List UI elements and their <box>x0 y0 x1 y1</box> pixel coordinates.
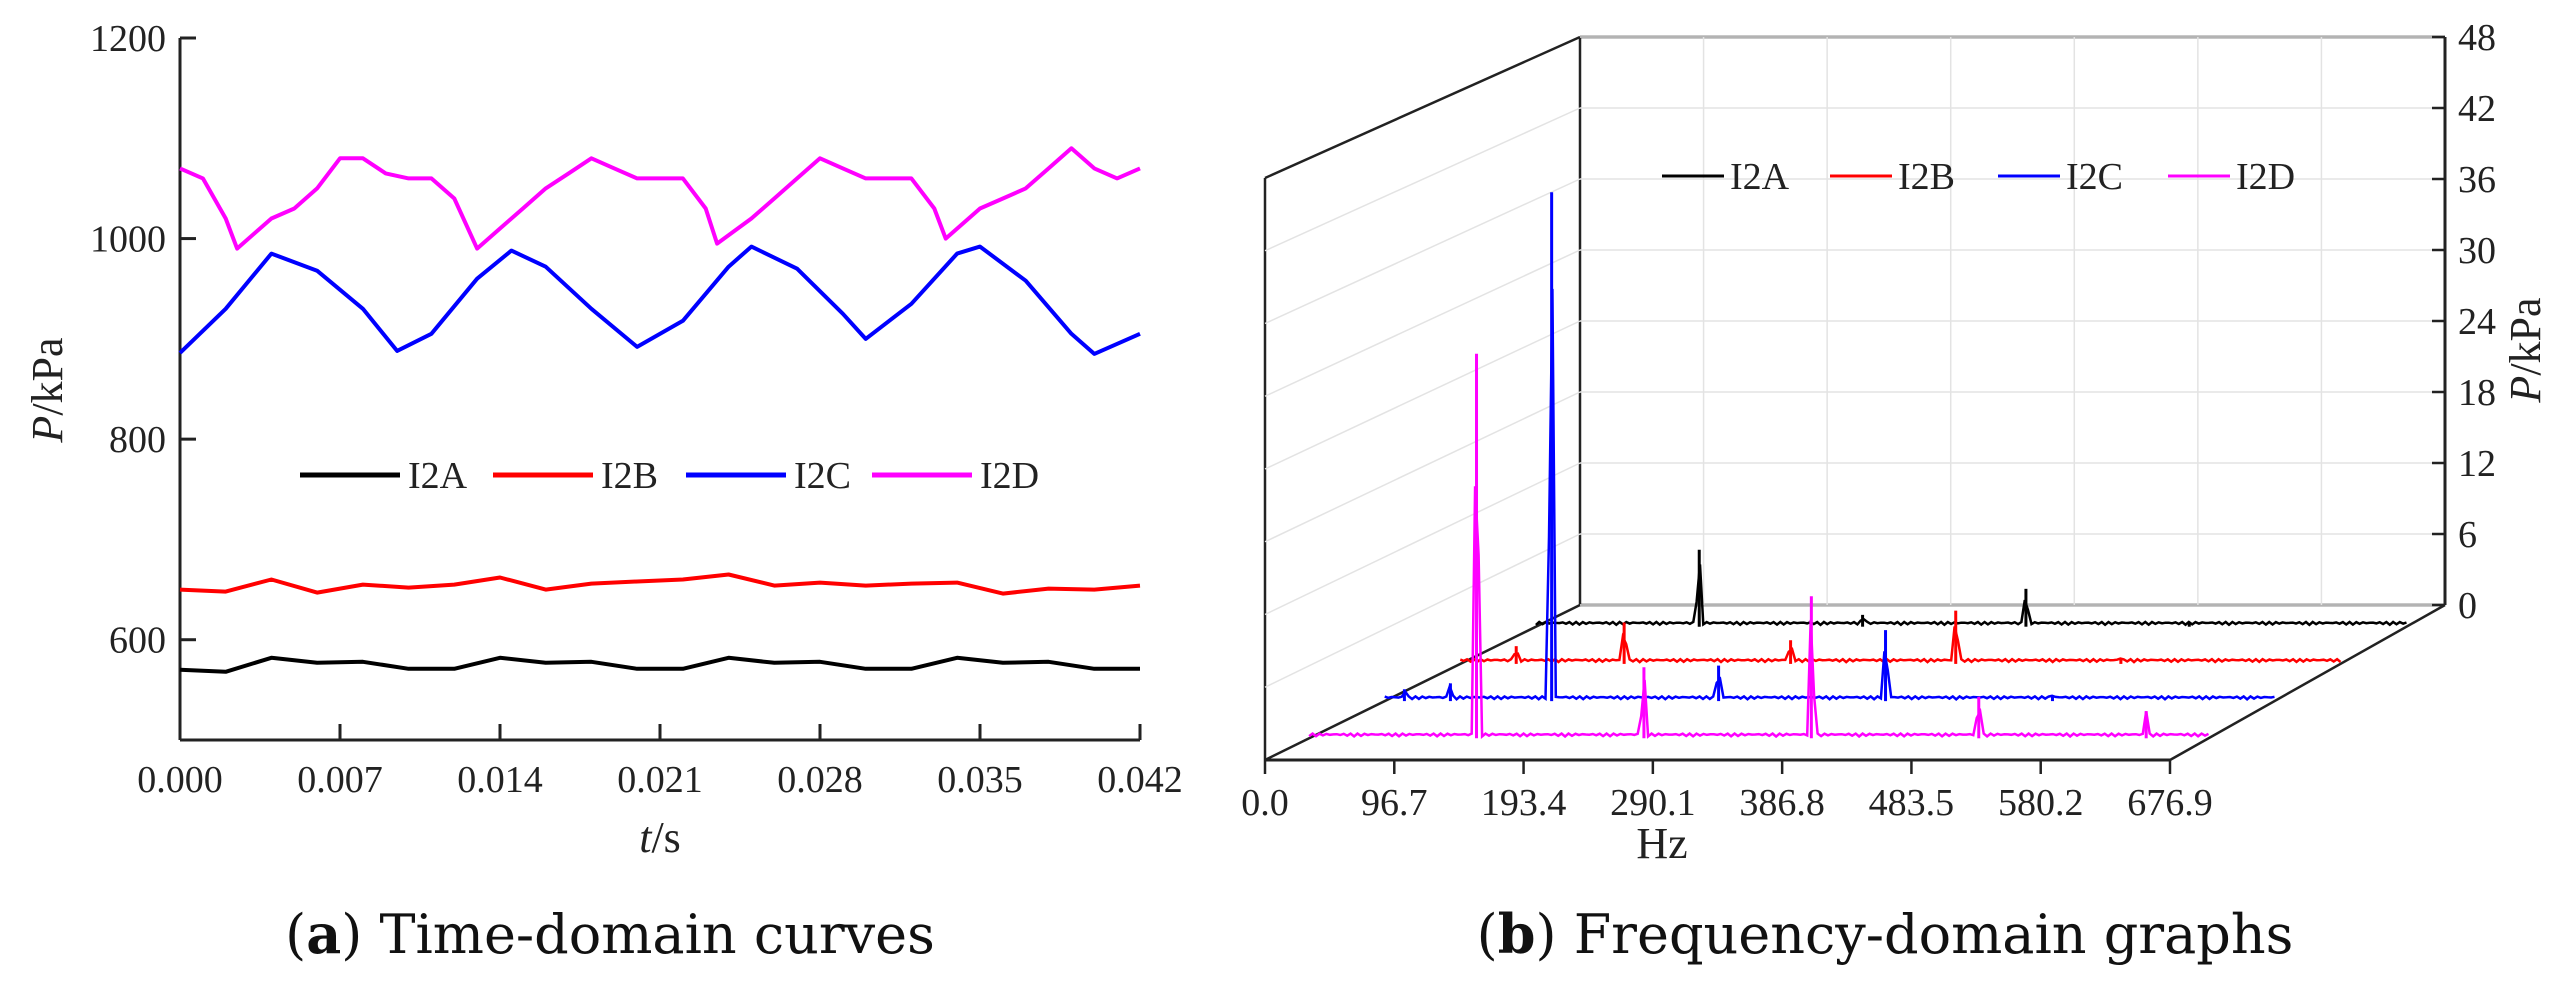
grid-line-wall <box>1264 249 1581 397</box>
legend-label-i2b: I2B <box>601 455 658 497</box>
x-tick-label: 0.028 <box>777 759 863 801</box>
spectrum-i2b <box>1459 626 2342 664</box>
x-axis-label-symbol: t <box>639 813 653 862</box>
x-tick-label: 0.0 <box>1241 782 1289 824</box>
grid-line-wall <box>1264 462 1581 616</box>
grid-line-wall <box>1264 107 1581 252</box>
series-i2c <box>178 244 1141 356</box>
series-i2b <box>179 572 1141 596</box>
legend-label-i2c: I2C <box>794 455 851 497</box>
spectrum-i2a <box>1535 564 2407 627</box>
z-tick-label: 18 <box>2458 372 2496 414</box>
x-tick-label: 0.035 <box>937 759 1023 801</box>
floor-left-edge <box>1264 603 1581 762</box>
z-tick-label: 6 <box>2458 514 2477 556</box>
caption-a: (a) Time-domain curves <box>285 902 935 966</box>
x-tick-label: 0.014 <box>457 759 543 801</box>
spectrum-lines <box>1308 192 2407 740</box>
z-ticks: 0 6 12 18 24 30 36 42 48 <box>2432 17 2496 627</box>
x-tick-label: 0.021 <box>617 759 703 801</box>
z-tick-label: 30 <box>2458 230 2496 272</box>
grid-line-wall <box>1264 391 1581 543</box>
x-ticks: 0.0 96.7 193.4 290.1 386.8 483.5 580.2 676.9 <box>1241 760 2213 824</box>
x-tick-label: 676.9 <box>2127 782 2213 824</box>
z-axis-label-unit: /kPa <box>2501 297 2550 375</box>
y-tick-label: 1200 <box>90 18 166 60</box>
spectrum-i2d <box>1308 486 2210 740</box>
floor-right-edge <box>2169 603 2446 762</box>
y-axis-label: P/kPa <box>23 337 72 443</box>
y-axis-label-symbol: P <box>23 416 72 444</box>
z-tick-label: 0 <box>2458 585 2477 627</box>
frequency-domain-chart: 0 6 12 18 24 30 36 42 48 0.0 96.7 193.4 290.1 386.8 4… <box>1241 17 2550 868</box>
z-tick-label: 48 <box>2458 17 2496 59</box>
caption-a-text: Time-domain curves <box>362 903 935 966</box>
legend: I2A I2B I2C I2D <box>1662 156 2295 198</box>
legend-label-i2a: I2A <box>408 455 468 497</box>
back-wall-grid <box>1264 36 2445 688</box>
x-axis-label-unit: /s <box>651 813 680 862</box>
z-tick-label: 42 <box>2458 88 2496 130</box>
x-tick-label: 0.000 <box>137 759 223 801</box>
y-tick-label: 800 <box>109 419 166 461</box>
legend: I2A I2B I2C I2D <box>300 455 1039 497</box>
x-tick-label: 96.7 <box>1361 782 1428 824</box>
3d-frame <box>1263 35 2447 762</box>
x-tick-label: 483.5 <box>1869 782 1955 824</box>
series-lines <box>178 146 1141 674</box>
x-tick-label: 386.8 <box>1739 782 1825 824</box>
spectrum-i2c <box>1384 288 2275 702</box>
y-ticks: 600 800 1000 1200 <box>90 18 196 662</box>
legend-label-i2c: I2C <box>2066 156 2123 198</box>
caption-a-letter: a <box>306 902 341 966</box>
legend-label-i2d: I2D <box>980 455 1039 497</box>
series-i2d <box>179 146 1141 251</box>
legend-label-i2d: I2D <box>2236 156 2295 198</box>
top-left-edge <box>1264 35 1581 180</box>
z-axis-label-symbol: P <box>2501 376 2550 404</box>
z-tick-label: 12 <box>2458 443 2496 485</box>
z-tick-label: 24 <box>2458 301 2496 343</box>
z-tick-label: 36 <box>2458 159 2496 201</box>
grid-line-wall <box>1264 533 1581 688</box>
x-ticks: 0.000 0.007 0.014 0.021 0.028 0.035 0.042 <box>137 724 1183 801</box>
x-axis-label: t/s <box>639 813 681 862</box>
caption-b: (b) Frequency-domain graphs <box>1477 902 2294 966</box>
grid-line-wall <box>1264 178 1581 325</box>
grid-line-wall <box>1264 320 1581 470</box>
caption-b-letter: b <box>1498 902 1536 966</box>
x-tick-label: 193.4 <box>1481 782 1567 824</box>
x-tick-label: 0.042 <box>1097 759 1183 801</box>
y-tick-label: 600 <box>109 620 166 662</box>
x-tick-label: 580.2 <box>1998 782 2084 824</box>
x-axis-label: Hz <box>1636 819 1687 868</box>
time-domain-chart: 600 800 1000 1200 0.000 0.007 0.014 0.021 0.028… <box>23 18 1183 862</box>
z-axis-label: P/kPa <box>2501 297 2550 403</box>
series-i2a <box>179 655 1140 674</box>
x-tick-label: 0.007 <box>297 759 383 801</box>
y-axis-label-unit: /kPa <box>23 337 72 415</box>
legend-label-i2a: I2A <box>1730 156 1790 198</box>
caption-b-text: Frequency-domain graphs <box>1557 903 2294 966</box>
y-tick-label: 1000 <box>90 219 166 261</box>
x-tick-label: 290.1 <box>1610 782 1696 824</box>
legend-label-i2b: I2B <box>1898 156 1955 198</box>
